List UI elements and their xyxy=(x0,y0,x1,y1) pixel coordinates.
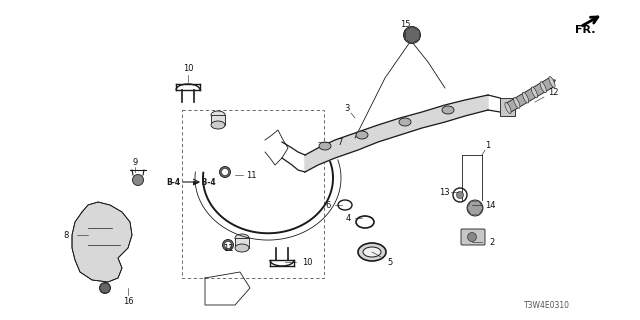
FancyArrow shape xyxy=(506,78,556,112)
FancyBboxPatch shape xyxy=(461,229,485,245)
Ellipse shape xyxy=(442,106,454,114)
Polygon shape xyxy=(404,27,419,44)
Ellipse shape xyxy=(505,102,511,114)
Circle shape xyxy=(223,239,234,251)
Bar xyxy=(235,238,249,248)
Text: 11: 11 xyxy=(246,171,256,180)
Text: 16: 16 xyxy=(123,298,133,307)
Text: 14: 14 xyxy=(484,201,495,210)
Circle shape xyxy=(99,283,111,293)
Text: FR.: FR. xyxy=(575,25,595,35)
Circle shape xyxy=(403,27,420,44)
Text: 11: 11 xyxy=(223,244,233,252)
Circle shape xyxy=(220,166,230,178)
Polygon shape xyxy=(99,283,111,293)
Ellipse shape xyxy=(399,118,411,126)
Text: 13: 13 xyxy=(438,188,449,196)
Text: 2: 2 xyxy=(490,237,495,246)
Polygon shape xyxy=(305,95,488,172)
Polygon shape xyxy=(467,201,483,215)
Text: ► B-4: ► B-4 xyxy=(193,178,216,187)
Ellipse shape xyxy=(235,244,249,252)
Ellipse shape xyxy=(363,247,381,257)
Text: 10: 10 xyxy=(301,258,312,267)
Circle shape xyxy=(221,169,228,175)
Circle shape xyxy=(467,200,483,216)
Text: 6: 6 xyxy=(325,201,331,210)
Ellipse shape xyxy=(531,87,538,98)
Ellipse shape xyxy=(514,97,520,108)
Circle shape xyxy=(225,242,232,249)
Ellipse shape xyxy=(319,142,331,150)
Bar xyxy=(182,110,324,278)
Text: 3: 3 xyxy=(344,103,349,113)
Ellipse shape xyxy=(549,76,555,87)
Circle shape xyxy=(467,233,477,242)
Text: 1: 1 xyxy=(485,140,491,149)
Ellipse shape xyxy=(540,82,547,93)
Ellipse shape xyxy=(211,121,225,129)
Circle shape xyxy=(132,174,143,186)
Text: 7: 7 xyxy=(337,138,342,147)
Ellipse shape xyxy=(356,131,368,139)
Text: 12: 12 xyxy=(548,87,558,97)
Ellipse shape xyxy=(522,92,529,103)
Text: T3W4E0310: T3W4E0310 xyxy=(524,301,570,310)
Polygon shape xyxy=(72,202,132,282)
Ellipse shape xyxy=(211,111,225,119)
Text: 10: 10 xyxy=(183,63,193,73)
Text: B-4: B-4 xyxy=(166,178,180,187)
Text: 8: 8 xyxy=(63,230,68,239)
Ellipse shape xyxy=(235,234,249,242)
Text: 9: 9 xyxy=(132,157,138,166)
Text: 15: 15 xyxy=(400,20,410,28)
Bar xyxy=(500,98,515,116)
Text: 5: 5 xyxy=(387,258,392,267)
Bar xyxy=(211,115,225,125)
Circle shape xyxy=(456,191,463,198)
Text: 4: 4 xyxy=(346,213,351,222)
Ellipse shape xyxy=(358,243,386,261)
